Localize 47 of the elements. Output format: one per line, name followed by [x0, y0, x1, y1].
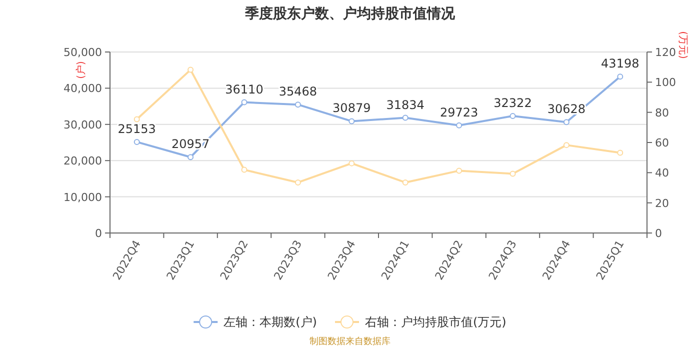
data-label: 35468	[278, 84, 318, 99]
y2-axis-title: (万元)	[677, 31, 688, 59]
y-tick-label: 10,000	[64, 190, 102, 204]
point	[456, 168, 462, 174]
y2-tick-label: 20	[655, 196, 669, 210]
point	[134, 116, 140, 122]
chart-title: 季度股东户数、户均持股市值情况	[244, 5, 456, 22]
data-label: 32322	[494, 96, 532, 110]
text: 制图数据来自数据库	[310, 336, 390, 347]
y2-tick-label: 100	[655, 76, 676, 90]
point	[134, 138, 140, 145]
y2-tick-label: 40	[655, 166, 669, 180]
point	[402, 179, 408, 186]
point	[617, 150, 624, 156]
point	[510, 112, 516, 119]
point	[563, 142, 570, 148]
point	[241, 166, 248, 173]
point	[348, 118, 355, 124]
y2-tick-label: 80	[655, 106, 669, 120]
y2-tick-label: 0	[655, 227, 662, 240]
y-tick-label: 40,000	[64, 82, 102, 96]
y2-tick-label: 60	[655, 136, 669, 150]
y-tick-label: 50,000	[64, 46, 102, 59]
data-label: 36110	[225, 82, 264, 96]
data-label: 29723	[440, 105, 478, 120]
legend-label: 左轴：本期数(户)	[224, 315, 317, 329]
point	[617, 74, 624, 80]
data-label: 31834	[386, 98, 424, 112]
data-label: 25153	[118, 122, 156, 136]
point	[188, 66, 194, 73]
y-tick-label: 30,000	[64, 118, 102, 132]
point	[294, 179, 301, 186]
point	[188, 154, 194, 160]
y2-tick-label: 120	[655, 46, 676, 59]
data-label: 43198	[601, 56, 640, 71]
legend-label: 右轴：户均持股市值(万元)	[365, 315, 506, 329]
point	[510, 170, 516, 177]
y-tick-label: 20,000	[64, 154, 102, 168]
point	[294, 102, 301, 108]
data-label: 30879	[332, 101, 371, 116]
point	[348, 160, 355, 166]
point	[563, 119, 570, 126]
y-tick-label: 0	[95, 227, 102, 240]
point	[402, 114, 408, 121]
point	[456, 122, 462, 128]
y-axis-title: (户)	[75, 61, 87, 79]
point	[241, 99, 248, 106]
